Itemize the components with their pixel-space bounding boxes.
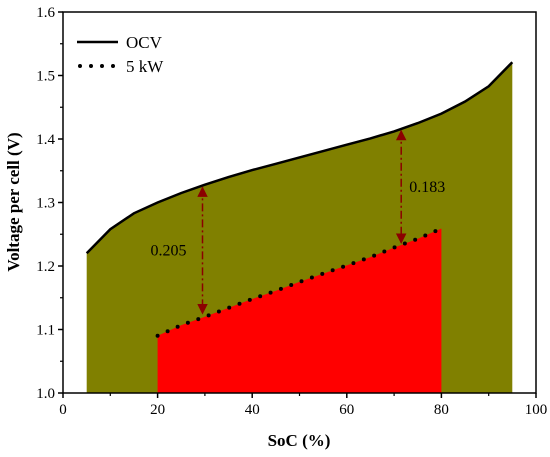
x-tick-label-4: 80: [434, 402, 449, 418]
series-line-0: [85, 61, 514, 255]
y-tick-label-4: 1.4: [36, 132, 55, 148]
y-tick-label-2: 1.2: [36, 259, 55, 275]
axis-ticks: 0 20 40 60 80 100 1.0 1.1 1.2 1.3 1.4 1.5 1.6: [36, 5, 547, 418]
y-tick-label-6: 1.6: [36, 5, 55, 21]
annotation-label-0: 0.205: [151, 242, 187, 259]
legend-label-0: OCV: [126, 33, 163, 52]
y-tick-label-3: 1.3: [36, 196, 55, 212]
area-fills: [86, 62, 513, 393]
x-axis-title: SoC (%): [268, 431, 331, 450]
series-lines: [85, 61, 514, 338]
y-tick-label-5: 1.5: [36, 69, 55, 85]
legend-label-1: 5 kW: [126, 57, 164, 76]
annotations: 0.205 0.183: [151, 129, 445, 315]
y-tick-label-0: 1.0: [36, 386, 55, 402]
x-tick-label-0: 0: [59, 402, 67, 418]
x-tick-label-5: 100: [525, 402, 548, 418]
y-axis-title: Voltage per cell (V): [4, 132, 23, 271]
x-tick-label-1: 20: [150, 402, 165, 418]
series-line-1: [155, 226, 444, 338]
annotation-label-1: 0.183: [409, 179, 445, 196]
legend: OCV 5 kW: [77, 33, 164, 76]
y-tick-label-1: 1.1: [36, 323, 55, 339]
area-fill-1: [157, 228, 442, 393]
x-tick-label-2: 40: [245, 402, 260, 418]
x-tick-label-3: 60: [339, 402, 354, 418]
